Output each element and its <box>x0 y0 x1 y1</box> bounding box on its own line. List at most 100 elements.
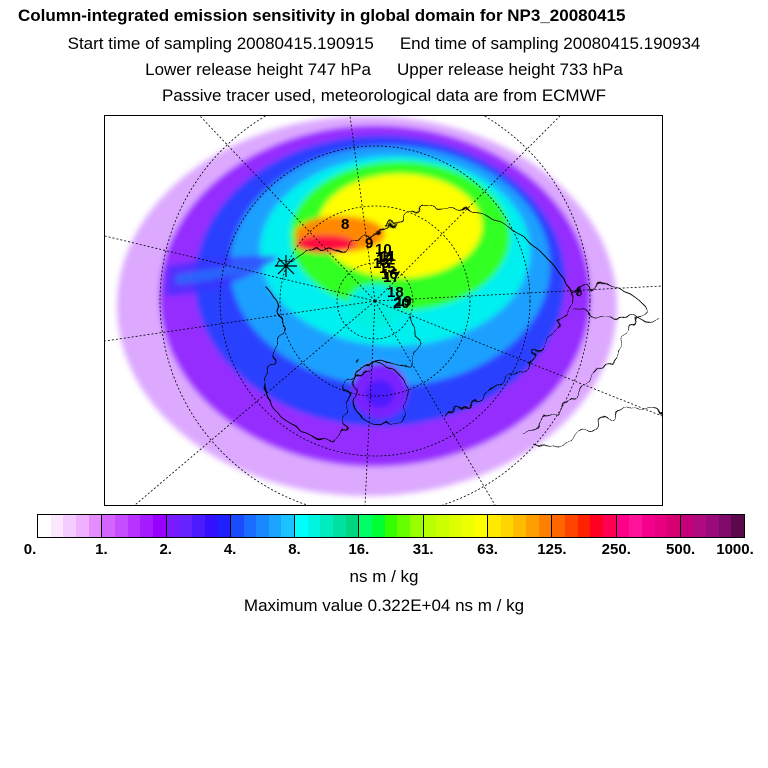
colorbar <box>37 514 745 538</box>
field-south-blob-core <box>366 380 394 408</box>
colorbar-segment <box>102 515 115 537</box>
latitude-circle-polar <box>336 262 414 340</box>
colorbar-segment <box>88 515 103 537</box>
colorbar-segment <box>345 515 360 537</box>
colorbar-tick-label: 1. <box>95 541 108 558</box>
colorbar-tick-label: 500. <box>666 541 696 558</box>
colorbar-segment <box>590 515 603 537</box>
coast-europe <box>534 408 662 447</box>
track-label: 17 <box>383 269 400 286</box>
colorbar-segment <box>436 515 449 537</box>
release-marker-icon <box>275 255 297 277</box>
meridian <box>374 300 662 417</box>
colorbar-segment <box>487 515 501 537</box>
track-label: 15 <box>379 260 396 277</box>
colorbar-segment <box>423 515 437 537</box>
colorbar-segment <box>474 515 488 537</box>
colorbar-ticks: 0. 1. 2. 4. 8. 16. 31. 63. 125. 250. 500. 1000. <box>0 541 768 561</box>
track-label: 11 <box>380 248 396 265</box>
maximum-value: Maximum value 0.322E+04 ns m / kg <box>243 596 525 615</box>
colorbar-segment <box>552 515 565 537</box>
coast-eurasia <box>444 282 646 437</box>
colorbar-segment <box>333 515 346 537</box>
colorbar-segment <box>564 515 578 537</box>
colorbar-tick-label: 16. <box>348 541 370 558</box>
colorbar-segment <box>538 515 553 537</box>
colorbar-segment <box>461 515 475 537</box>
sampling-end: End time of sampling 20080415.190934 <box>399 34 701 53</box>
colorbar-segment <box>693 515 707 537</box>
colorbar-segment <box>307 515 321 537</box>
track-label: 8 <box>341 216 349 233</box>
colorbar-segment <box>449 515 462 537</box>
colorbar-segment <box>230 515 244 537</box>
track-label: 9 <box>365 235 373 252</box>
sampling-start: Start time of sampling 20080415.190915 <box>67 34 374 53</box>
meridian <box>374 300 496 505</box>
sensitivity-field <box>117 116 617 496</box>
colorbar-segment <box>217 515 231 537</box>
colorbar-tick-label: 63. <box>477 541 498 558</box>
colorbar-segment <box>295 515 308 537</box>
colorbar-tick-label: 31. <box>412 541 434 558</box>
track-label: 14 <box>377 249 394 266</box>
latitude-circle-mid <box>219 145 531 457</box>
colorbar-segment <box>680 515 694 537</box>
colorbar-segment <box>641 515 655 537</box>
colorbar-segment <box>372 515 385 537</box>
colorbar-segment <box>75 515 89 537</box>
track-label: 10 <box>375 241 392 258</box>
colorbar-segment <box>500 515 514 537</box>
latitude-circle-inner <box>279 205 471 397</box>
colorbar-segment <box>281 515 296 537</box>
colorbar-segment <box>256 515 269 537</box>
colorbar-segment <box>114 515 128 537</box>
coast-greenland <box>352 363 409 427</box>
coast-north-america <box>264 285 417 447</box>
track-label: 18 <box>387 284 404 301</box>
colorbar-segment <box>140 515 153 537</box>
colorbar-segment <box>243 515 257 537</box>
field-red <box>295 235 355 253</box>
meridian <box>349 116 376 302</box>
colorbar-segment <box>718 515 732 537</box>
colorbar-segment <box>63 515 76 537</box>
colorbar-segment <box>268 515 282 537</box>
track-label: 12 <box>376 251 393 268</box>
colorbar-segment <box>577 515 591 537</box>
colorbar-segment <box>616 515 630 537</box>
colorbar-segment <box>204 515 218 537</box>
map-canvas: 8 9 10 11 12 13 14 15 16 17 18 19 20 <box>105 116 662 505</box>
track-label: 13 <box>373 255 390 272</box>
polar-map: 8 9 10 11 12 13 14 15 16 17 18 19 20 <box>104 115 663 506</box>
colorbar-segment <box>525 515 539 537</box>
colorbar-segment <box>513 515 526 537</box>
colorbar-segment <box>179 515 192 537</box>
field-west-plume-edge <box>165 255 280 296</box>
coastlines <box>264 205 662 447</box>
colorbar-segment <box>127 515 141 537</box>
meridian <box>199 116 376 302</box>
graticule <box>105 116 662 505</box>
colorbar-segment <box>191 515 205 537</box>
colorbar-segment <box>50 515 64 537</box>
sampling-times: Start time of sampling 20080415.190915 En… <box>0 34 768 54</box>
colorbar-segment <box>731 515 745 537</box>
track-labels: 8 9 10 11 12 13 14 15 16 17 18 19 20 <box>341 216 412 312</box>
colorbar-tick-label: 2. <box>159 541 172 558</box>
track-label: 19 <box>395 293 412 310</box>
colorbar-segment <box>359 515 373 537</box>
colorbar-tick-label: 4. <box>223 541 237 558</box>
colorbar-tick-label: 8. <box>288 541 301 558</box>
colorbar-segment <box>166 515 180 537</box>
coast-alaska <box>274 220 396 267</box>
colorbar-units: ns m / kg <box>349 567 419 586</box>
latitude-circle-outer <box>159 116 591 505</box>
colorbar-segment <box>38 515 51 537</box>
track-label: 16 <box>381 266 398 283</box>
meridian <box>134 300 376 505</box>
colorbar-segment <box>654 515 668 537</box>
plot-title: Column-integrated emission sensitivity i… <box>18 6 626 25</box>
colorbar-segment <box>397 515 411 537</box>
colorbar-tick-label: 0. <box>23 541 37 558</box>
